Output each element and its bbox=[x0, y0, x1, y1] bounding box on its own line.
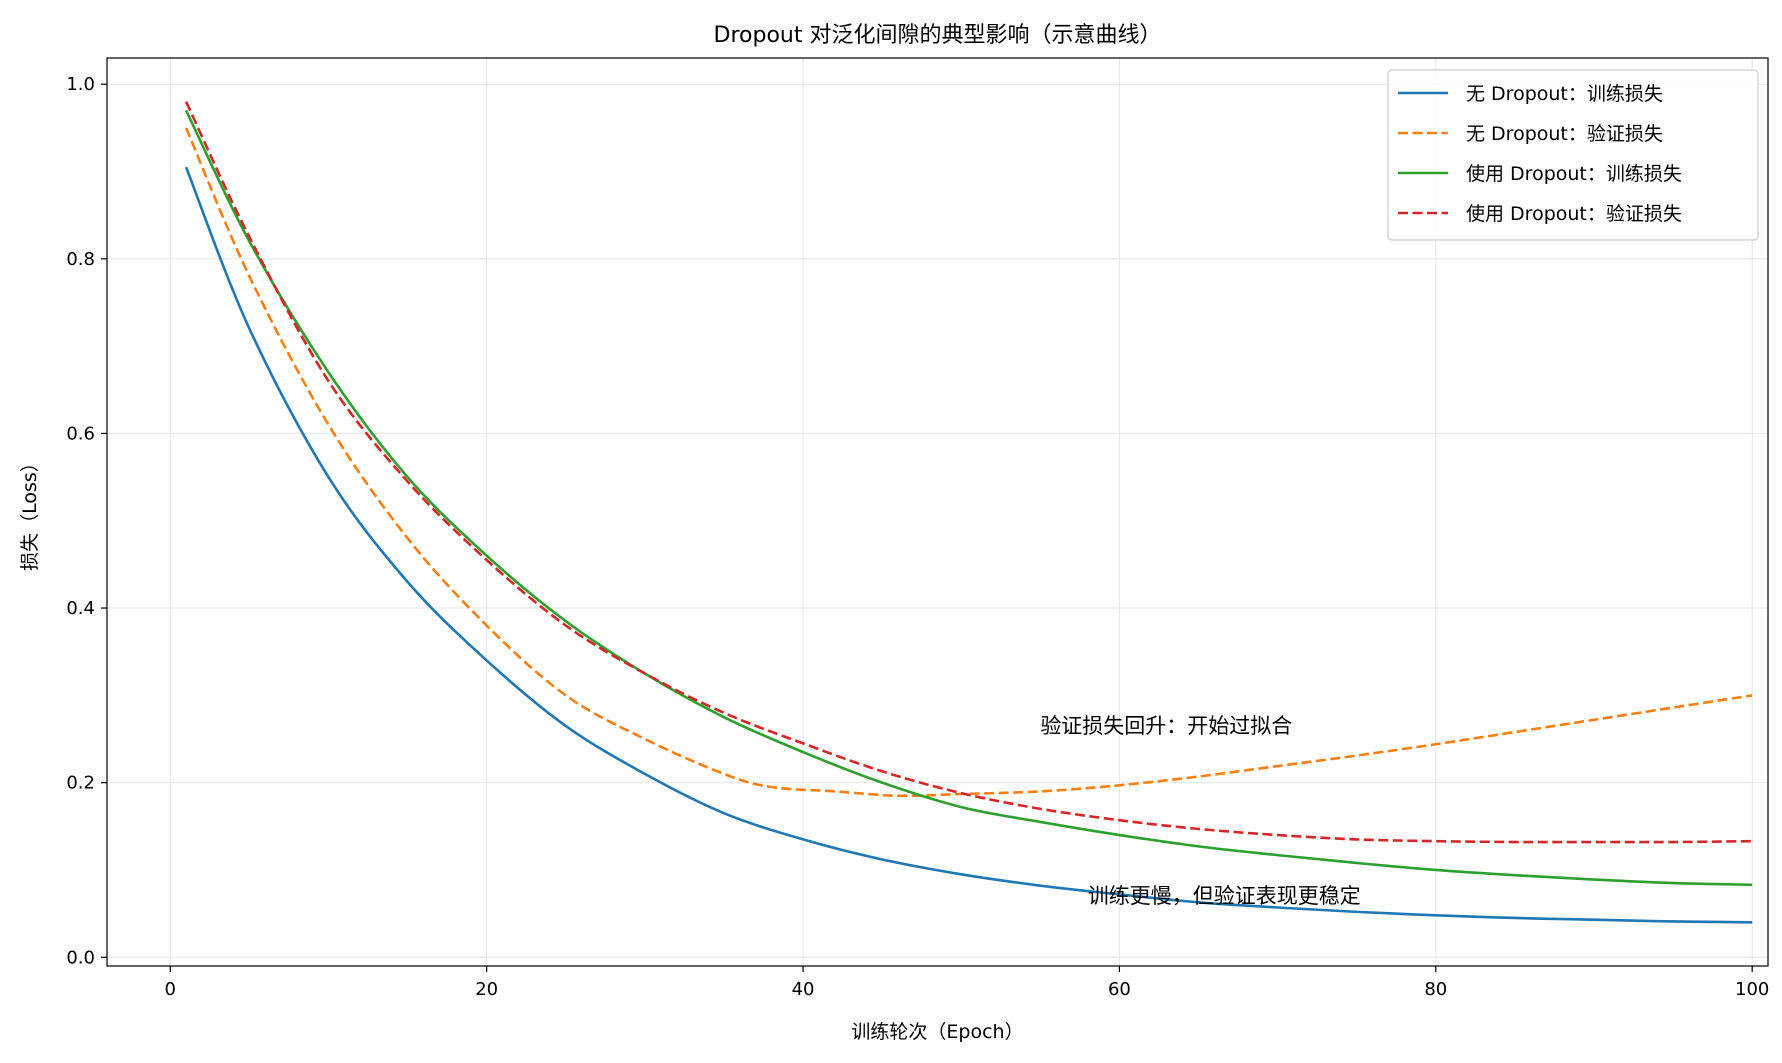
x-tick-label: 20 bbox=[475, 979, 498, 1000]
annotation-text: 验证损失回升：开始过拟合 bbox=[1040, 714, 1292, 738]
y-axis-label: 损失（Loss） bbox=[19, 453, 41, 571]
legend-label: 无 Dropout：训练损失 bbox=[1466, 83, 1663, 105]
legend-box bbox=[1387, 69, 1759, 241]
y-tick-label: 0.2 bbox=[66, 773, 95, 794]
x-tick-label: 0 bbox=[165, 979, 176, 1000]
chart-title: Dropout 对泛化间隙的典型影响（示意曲线） bbox=[714, 23, 1162, 48]
series-dropout-val bbox=[184, 101, 1753, 844]
x-axis-label: 训练轮次（Epoch） bbox=[851, 1021, 1023, 1043]
axis-ticks: 0 20 40 60 80 100 0.0 0.2 0.4 0.6 0.8 1.0 bbox=[66, 74, 1769, 1000]
series-no-dropout-val bbox=[184, 127, 1753, 798]
legend-label: 无 Dropout：验证损失 bbox=[1466, 123, 1663, 145]
y-tick-label: 0.6 bbox=[66, 423, 95, 444]
x-tick-label: 40 bbox=[792, 979, 815, 1000]
annotation-text: 训练更慢，但验证表现更稳定 bbox=[1088, 884, 1361, 908]
y-tick-label: 1.0 bbox=[66, 74, 95, 95]
legend-label: 使用 Dropout：验证损失 bbox=[1466, 203, 1682, 225]
x-tick-label: 80 bbox=[1424, 979, 1447, 1000]
series-no-dropout-train bbox=[184, 166, 1753, 924]
legend-label: 使用 Dropout：训练损失 bbox=[1466, 163, 1682, 185]
x-tick-label: 60 bbox=[1108, 979, 1131, 1000]
series-dropout-train bbox=[184, 109, 1753, 887]
y-tick-label: 0.0 bbox=[66, 947, 95, 968]
x-tick-label: 100 bbox=[1735, 979, 1769, 1000]
y-tick-label: 0.8 bbox=[66, 249, 95, 270]
series-lines bbox=[184, 101, 1753, 924]
plot-frame bbox=[106, 57, 1769, 967]
y-tick-label: 0.4 bbox=[66, 598, 95, 619]
